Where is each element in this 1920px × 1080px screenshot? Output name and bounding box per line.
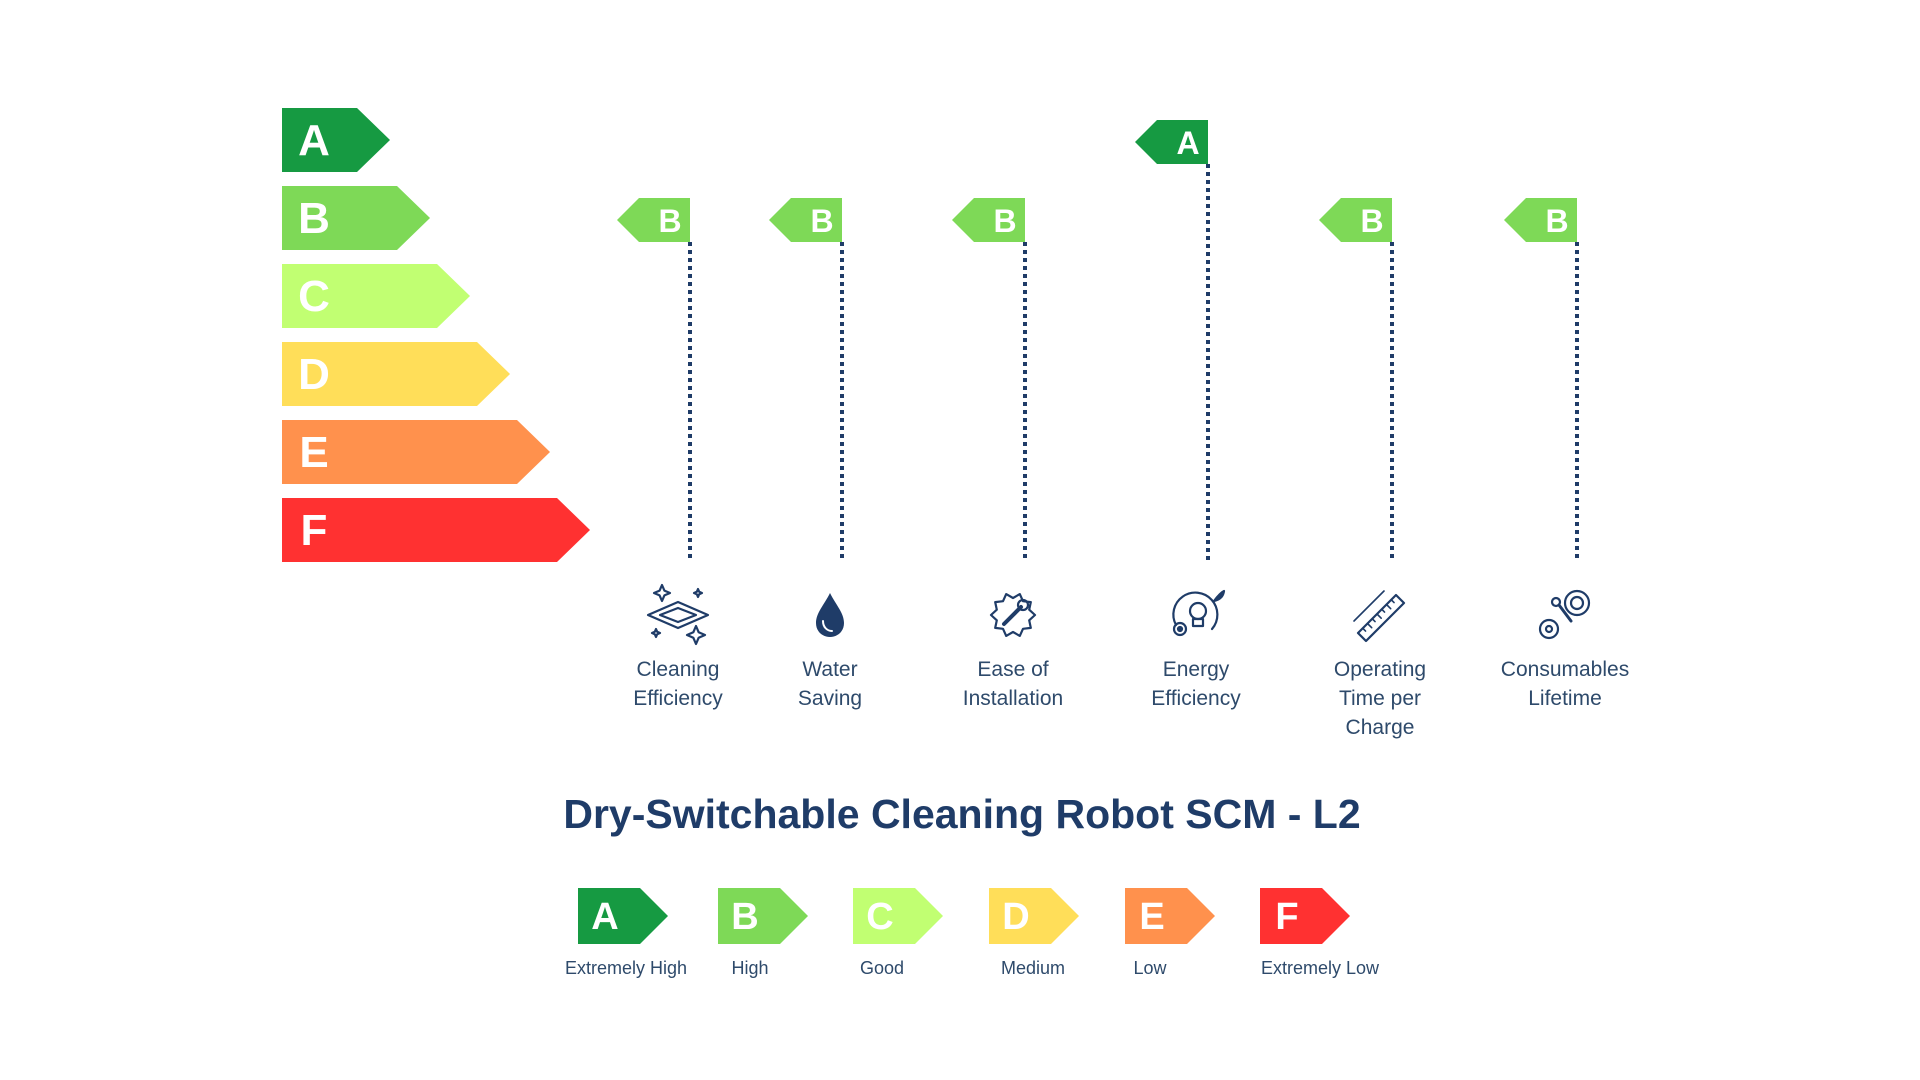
- legend-label: Low: [1133, 958, 1167, 978]
- criterion-label-line: Energy: [1163, 658, 1230, 681]
- scale-arrow-shape: [282, 498, 590, 562]
- criterion-1: B Cleaning Efficiency: [617, 198, 723, 710]
- criterion-label: Operating Time per Charge: [1334, 658, 1426, 739]
- lightbulb-gear-icon: [1172, 589, 1226, 637]
- legend-arrow-letter: D: [1002, 896, 1029, 938]
- criterion-label-line: Efficiency: [633, 687, 723, 710]
- criterion-label-line: Charge: [1346, 716, 1415, 739]
- criterion-label-line: Cleaning: [637, 658, 720, 681]
- scale-arrow-shape: [282, 264, 470, 328]
- legend-item-c: C Good: [853, 888, 943, 978]
- cleaning-sparkle-icon: [646, 583, 710, 646]
- legend-arrow: [1125, 888, 1215, 944]
- legend-arrow-letter: F: [1275, 896, 1298, 938]
- legend-arrow-letter: E: [1139, 896, 1164, 938]
- scale-arrow-letter: E: [299, 428, 328, 477]
- rating-flag: [952, 198, 1025, 242]
- criterion-label-line: Installation: [963, 687, 1063, 710]
- criterion-label-line: Consumables: [1501, 658, 1629, 681]
- scale-arrow-shape: [282, 108, 390, 172]
- rating-flag-letter: B: [658, 203, 681, 239]
- criterion-4: A Energy Efficiency: [1135, 120, 1241, 710]
- scale-arrow-c: C: [282, 264, 470, 328]
- legend-item-f: F Extremely Low: [1260, 888, 1380, 978]
- criterion-6: B Consumables Lifetime: [1501, 198, 1629, 710]
- scale-arrow-e: E: [282, 420, 550, 484]
- rating-flag-letter: B: [1545, 203, 1568, 239]
- legend-label: Medium: [1001, 958, 1065, 978]
- criterion-label: Cleaning Efficiency: [633, 658, 723, 710]
- rating-flag-letter: A: [1176, 125, 1199, 161]
- legend-arrow: [578, 888, 668, 944]
- rating-flag: [769, 198, 842, 242]
- rating-flag: [617, 198, 690, 242]
- legend-arrow: [718, 888, 808, 944]
- ruler-icon: [1353, 590, 1406, 643]
- scale-arrow-a: A: [282, 108, 390, 172]
- scale-arrow-f: F: [282, 498, 590, 562]
- criterion-label-line: Saving: [798, 687, 862, 710]
- page-title: Dry-Switchable Cleaning Robot SCM - L2: [563, 791, 1360, 837]
- criterion-label: Consumables Lifetime: [1501, 658, 1629, 710]
- tools-gear-icon: [1538, 589, 1591, 640]
- scale-arrow-shape: [282, 342, 510, 406]
- legend-label: High: [731, 958, 768, 978]
- legend-arrow: [989, 888, 1079, 944]
- legend-item-d: D Medium: [989, 888, 1079, 978]
- scale-arrow-shape: [282, 186, 430, 250]
- water-drop-icon: [816, 593, 844, 637]
- scale-arrow-letter: A: [298, 116, 330, 165]
- criterion-label-line: Operating: [1334, 658, 1426, 681]
- criterion-label-line: Ease of: [977, 658, 1048, 681]
- criterion-label: Water Saving: [798, 658, 862, 710]
- legend-arrow: [853, 888, 943, 944]
- scale-arrow-letter: F: [301, 506, 328, 555]
- rating-flag-letter: B: [1360, 203, 1383, 239]
- scale-arrow-letter: B: [298, 194, 330, 243]
- legend-arrow: [1260, 888, 1350, 944]
- legend-arrow-letter: A: [591, 896, 618, 938]
- scale-arrow-shape: [282, 420, 550, 484]
- rating-flag: [1504, 198, 1577, 242]
- legend-arrow-letter: C: [866, 896, 893, 938]
- scale-arrow-letter: D: [298, 350, 330, 399]
- criterion-3: B Ease of Installation: [952, 198, 1063, 710]
- wrench-gear-icon: [989, 593, 1037, 637]
- rating-flag: [1135, 120, 1208, 164]
- legend-arrow-letter: B: [731, 896, 758, 938]
- legend-item-e: E Low: [1125, 888, 1215, 978]
- criteria-ratings: B Cleaning Efficiency B Water Saving B Ease of I…: [617, 120, 1629, 739]
- criterion-label-line: Time per: [1339, 687, 1421, 710]
- scale-arrow-letter: C: [298, 272, 330, 321]
- rating-flag: [1319, 198, 1392, 242]
- rating-flag-letter: B: [810, 203, 833, 239]
- criterion-label: Energy Efficiency: [1151, 658, 1241, 710]
- legend-label: Extremely High: [565, 958, 687, 978]
- criterion-label-line: Water: [802, 658, 857, 681]
- criterion-label-line: Lifetime: [1528, 687, 1602, 710]
- scale-arrow-b: B: [282, 186, 430, 250]
- legend-item-a: A Extremely High: [565, 888, 687, 978]
- legend-label: Extremely Low: [1261, 958, 1380, 978]
- criterion-2: B Water Saving: [769, 198, 862, 710]
- legend-label: Good: [860, 958, 904, 978]
- rating-flag-letter: B: [993, 203, 1016, 239]
- grade-legend: A Extremely High B High C Good D Medium E Low F Ext…: [565, 888, 1380, 978]
- criterion-label: Ease of Installation: [963, 658, 1063, 710]
- legend-item-b: B High: [718, 888, 808, 978]
- criterion-label-line: Efficiency: [1151, 687, 1241, 710]
- scale-arrow-d: D: [282, 342, 510, 406]
- criterion-5: B Operating Time per Charge: [1319, 198, 1426, 739]
